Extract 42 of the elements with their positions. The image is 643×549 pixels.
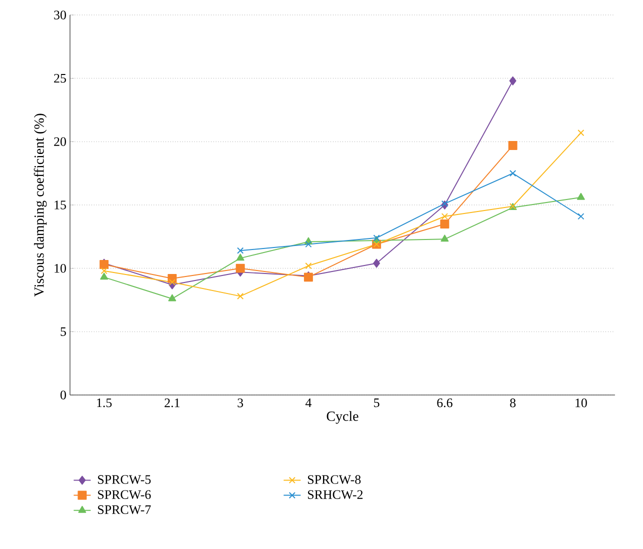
x-tick-label: 1.5 xyxy=(97,398,112,408)
y-tick-label: 20 xyxy=(54,137,66,146)
x-tick-label: 5 xyxy=(374,398,380,408)
legend-label: SPRCW-5 xyxy=(98,475,151,484)
point xyxy=(509,170,516,177)
legend-label: SPRCW-7 xyxy=(98,505,151,514)
legend-label: SPRCW-6 xyxy=(98,490,151,500)
y-tick-label: 10 xyxy=(54,264,66,273)
x-axis-title: Cycle xyxy=(326,411,358,424)
point xyxy=(576,192,585,200)
point xyxy=(168,278,176,286)
point xyxy=(236,254,244,261)
y-axis-title: Viscous damping coefficient (%) xyxy=(34,114,47,297)
y-tick-label: 0 xyxy=(60,390,66,400)
point xyxy=(578,213,584,220)
point xyxy=(373,258,380,268)
point xyxy=(305,240,312,248)
y-tick-label: 30 xyxy=(54,10,66,20)
point xyxy=(100,272,108,280)
point xyxy=(508,140,518,150)
point xyxy=(100,268,108,274)
point xyxy=(237,247,244,254)
x-tick-label: 4 xyxy=(305,398,312,408)
y-tick-label: 5 xyxy=(60,327,66,336)
x-tick-label: 10 xyxy=(576,398,587,408)
point xyxy=(440,220,450,228)
x-tick-label: 2.1 xyxy=(164,398,180,408)
x-tick-label: 3 xyxy=(238,398,244,408)
point xyxy=(578,129,584,136)
point xyxy=(440,234,449,242)
point xyxy=(305,262,312,270)
point xyxy=(237,292,244,300)
x-tick-label: 8 xyxy=(510,398,516,408)
legend-label: SRHCW-2 xyxy=(308,490,363,500)
legend-label: SPRCW-8 xyxy=(308,475,361,484)
x-tick-label: 6.6 xyxy=(437,398,452,408)
y-tick-label: 15 xyxy=(54,200,66,210)
y-tick-label: 25 xyxy=(54,74,66,83)
point xyxy=(509,76,516,86)
point xyxy=(236,264,245,273)
point xyxy=(168,294,176,302)
point xyxy=(441,213,448,220)
